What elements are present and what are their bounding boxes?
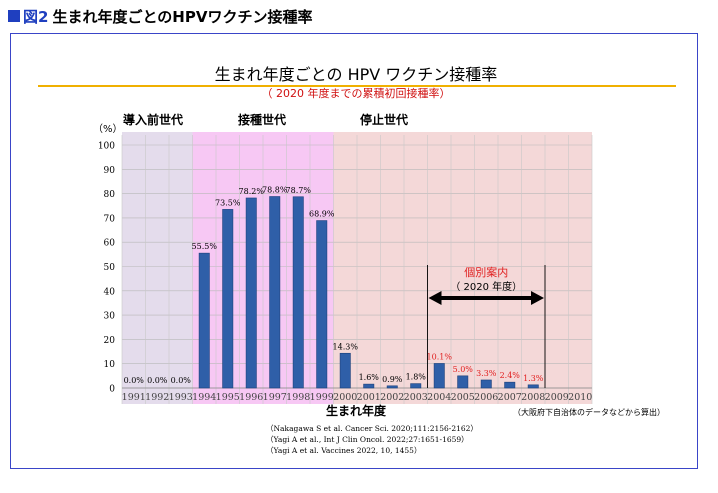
y-tick-label: 80 [104,190,116,200]
figure-frame [10,33,698,469]
figure-header: 図2 生まれ年度ごとのHPVワクチン接種率 [8,6,312,26]
x-tick-label: 2005 [451,392,475,403]
bar [433,363,445,389]
bar [292,196,304,389]
y-tick-label: 100 [98,142,115,152]
bar-value-label: 0.9% [382,375,403,384]
bar-value-label: 78.7% [286,186,312,195]
reference-3: （Yagi A et al. Vaccines 2022, 10, 1455） [266,446,421,455]
x-tick-label: 2006 [474,392,498,403]
figure-title: 生まれ年度ごとのHPVワクチン接種率 [52,7,313,26]
x-tick-label: 2008 [521,392,545,403]
x-tick-label: 1993 [169,392,193,403]
bar [222,209,234,389]
bar-value-label: 55.5% [192,242,218,251]
annotation-arrowhead-right [531,291,544,305]
x-tick-label: 1996 [239,392,263,403]
bar-value-label: 3.3% [476,369,497,378]
bar [339,352,351,389]
bar [504,381,516,389]
y-tick-label: 40 [104,287,116,297]
bar-value-label: 68.9% [309,210,335,219]
chart-subtitle: （ 2020 年度までの累積初回接種率） [262,86,451,100]
bar-value-label: 78.8% [262,186,288,195]
bar-value-label: 10.1% [427,352,453,361]
bar [245,197,257,389]
x-tick-label: 2000 [333,392,357,403]
x-axis-label: 生まれ年度 [326,403,387,418]
bar-value-label: 0.0% [171,376,192,385]
x-tick-label: 2004 [427,392,451,403]
region-band-2 [333,132,592,404]
y-tick-label: 50 [104,263,116,273]
bar-value-label: 1.6% [359,373,380,382]
annotation-sublabel: （ 2020 年度） [450,280,522,293]
bar [527,384,539,389]
bar [410,383,422,389]
reference-2: （Yagi A et al., Int J Clin Oncol. 2022;2… [266,435,469,444]
x-tick-label: 1995 [216,392,240,403]
bar [269,196,281,389]
bar-value-label: 0.0% [147,376,168,385]
x-tick-label: 1991 [122,392,146,403]
x-tick-label: 2003 [404,392,428,403]
bar-value-label: 14.3% [333,342,359,351]
bar [316,220,328,389]
x-tick-label: 1994 [192,392,216,403]
x-tick-label: 1999 [310,392,334,403]
y-tick-label: 60 [104,239,116,249]
bar-value-label: 78.2% [239,187,265,196]
bar [480,379,492,389]
bar-value-label: 0.0% [124,376,145,385]
x-tick-label: 1998 [286,392,310,403]
region-label-0: 導入前世代 [123,112,183,127]
figure-label: 図2 [23,7,49,26]
source-note: （大阪府下自治体のデータなどから算出） [513,407,665,417]
x-tick-label: 1992 [145,392,169,403]
y-tick-label: 20 [104,336,116,346]
figure-marker-square [8,10,20,22]
reference-1: （Nakagawa S et al. Cancer Sci. 2020;111:… [266,424,478,433]
region-label-2: 停止世代 [360,112,408,127]
x-tick-label: 2007 [498,392,522,403]
x-tick-label: 2010 [568,392,592,403]
x-tick-label: 2009 [545,392,569,403]
y-tick-label: 0 [109,385,115,395]
y-tick-label: 10 [104,360,116,370]
bar-value-label: 2.4% [500,371,521,380]
bar-value-label: 73.5% [215,198,241,207]
x-tick-label: 1997 [263,392,287,403]
region-label-1: 接種世代 [238,112,286,127]
y-tick-label: 90 [104,166,116,176]
bar [363,383,375,389]
x-tick-label: 2001 [357,392,381,403]
y-axis-unit: （%） [93,123,123,135]
bar-value-label: 1.3% [523,374,544,383]
bar-value-label: 5.0% [453,365,474,374]
bar [457,375,469,389]
annotation-arrowhead-left [428,291,442,305]
y-tick-label: 30 [104,312,116,322]
annotation-label: 個別案内 [464,265,508,279]
bar-value-label: 1.8% [406,373,427,382]
bar [386,385,398,389]
region-band-0 [122,132,193,404]
x-tick-label: 2002 [380,392,404,403]
y-tick-label: 70 [104,214,116,224]
bar [198,252,210,389]
chart-title: 生まれ年度ごとの HPV ワクチン接種率 [215,65,498,84]
